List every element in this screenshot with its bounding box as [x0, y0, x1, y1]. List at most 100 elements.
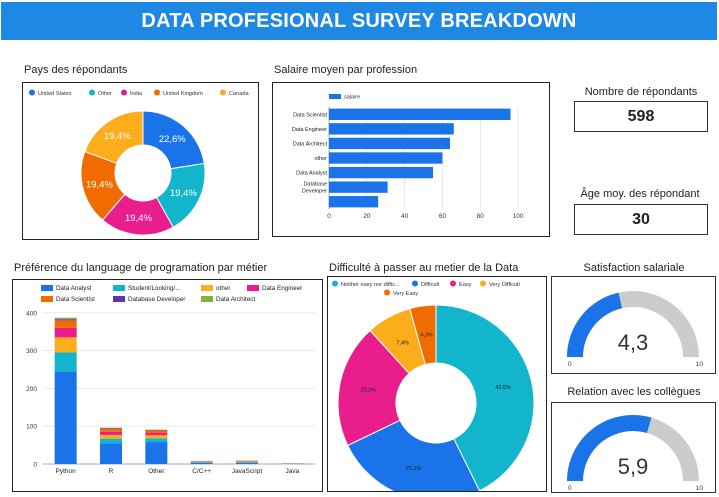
bar-blank: [329, 196, 378, 207]
difficulty-chart-title: Difficulté à passer au metier de la Data: [329, 262, 518, 274]
slice-value-label: 25,1%: [406, 466, 422, 472]
gauge-min-label: 0: [568, 485, 572, 492]
bar-segment-python-student-looking: [55, 352, 77, 371]
legend-swatch-united-kingdom: [154, 90, 160, 96]
y-tick-label: 100: [26, 424, 37, 431]
bar-segment-python-database-developer: [55, 319, 77, 320]
colleagues-gauge: 5,9 0 10: [552, 403, 715, 492]
y-tick-label: 300: [26, 348, 37, 355]
slice-value-label: 7,4%: [396, 340, 409, 346]
legend-swatch-united-states: [29, 90, 35, 96]
slice-value-label: 4,3%: [420, 332, 433, 338]
x-tick-label: 60: [439, 213, 447, 220]
legend-swatch-data-architect: [201, 296, 213, 302]
avg-age-label: Âge moy. des répondant: [570, 188, 710, 200]
bar-segment-javascript-other: [236, 461, 258, 462]
dashboard-title: DATA PROFESIONAL SURVEY BREAKDOWN: [1, 2, 717, 40]
x-tick-label: 40: [401, 213, 409, 220]
legend-swatch-database-developer: [113, 296, 125, 302]
language-chart-title: Préférence du language de programation p…: [14, 262, 267, 274]
bar-segment-python-data-analyst: [55, 371, 77, 464]
bar-other: [329, 152, 442, 163]
country-donut-chart: United States Other India United Kingdom Can…: [23, 83, 258, 239]
legend-label-india: India: [130, 91, 143, 97]
salary-chart-title: Salaire moyen par profession: [274, 64, 417, 76]
legend-swatch-very-difficult: [480, 281, 486, 287]
bar-segment-other-data-engineer: [145, 433, 167, 435]
legend-label-canada: Canada: [229, 91, 249, 97]
slice-value-label: 42,5%: [495, 385, 511, 391]
legend-swatch-other: [89, 90, 95, 96]
bar-segment-c-c-student-looking: [191, 462, 213, 463]
bar-segment-r-data-engineer: [100, 432, 122, 435]
category-label-java: Java: [285, 468, 299, 475]
legend-label-database-developer: Database Developer: [128, 296, 185, 303]
legend-label-neither-easy-nor-diffic: Neither easy nor diffic...: [341, 282, 400, 288]
bar-segment-other-data-analyst: [145, 442, 167, 464]
legend-swatch-difficult: [412, 281, 418, 287]
bar-segment-r-other: [100, 435, 122, 439]
gauge-track: [647, 418, 699, 481]
legend-swatch-data-engineer: [247, 285, 259, 291]
legend-swatch-data-analyst: [41, 285, 53, 291]
bar-segment-r-data-scientist: [100, 429, 122, 432]
legend-label-data-engineer: Data Engineer: [262, 285, 302, 292]
legend-label-data-architect: Data Architect: [216, 296, 255, 303]
x-tick-label: 20: [363, 213, 371, 220]
bar-segment-other-data-scientist: [145, 430, 167, 433]
salary-gauge-label: Satisfaction salariale: [558, 262, 710, 274]
category-label-data-engineer: Data Engineer: [292, 127, 327, 133]
legend-label-difficult: Difficult: [421, 282, 440, 288]
legend-swatch-canada: [220, 90, 226, 96]
slice-value-label: 19,4%: [104, 131, 131, 142]
category-label-other: Other: [148, 468, 165, 475]
category-label-r: R: [109, 468, 114, 475]
y-tick-label: 200: [26, 386, 37, 393]
legend-label-united-kingdom: United Kingdom: [163, 91, 203, 97]
slice-value-label: 19,4%: [86, 179, 113, 190]
x-tick-label: 0: [327, 213, 331, 220]
bar-segment-r-database-developer: [100, 428, 122, 429]
bar-segment-r-student-looking: [100, 439, 122, 444]
y-tick-label: 0: [33, 462, 37, 469]
legend-swatch-neither-easy-nor-diffic: [332, 281, 338, 287]
gauge-min-label: 0: [568, 361, 572, 368]
gauge-value: 5,9: [618, 454, 649, 479]
bar-segment-other-student-looking: [145, 438, 167, 442]
legend-label-other: Other: [98, 91, 112, 97]
legend-swatch-other: [201, 285, 213, 291]
bar-data-analyst: [329, 167, 433, 178]
legend-label-data-scientist: Data Scientist: [56, 296, 95, 303]
category-label-database-developer-line1: Database: [303, 181, 327, 187]
bar-segment-javascript-student-looking: [236, 462, 258, 463]
category-label-javascript: JavaScript: [232, 468, 263, 475]
legend-swatch-salaire: [329, 94, 341, 99]
bar-segment-c-c-data-analyst: [191, 463, 213, 464]
slice-value-label: 19,4%: [125, 213, 152, 224]
bar-data-engineer: [329, 123, 454, 134]
legend-label-easy: Easy: [459, 282, 472, 288]
gauge-max-label: 10: [696, 361, 704, 368]
bar-segment-python-data-scientist: [55, 320, 77, 328]
bar-segment-javascript-data-analyst: [236, 463, 258, 464]
legend-label-student-looking: Student/Looking/...: [128, 285, 181, 292]
legend-swatch-very-easy: [384, 290, 390, 296]
colleagues-gauge-label: Relation avec les collègues: [556, 386, 712, 398]
gauge-max-label: 10: [696, 485, 704, 492]
legend-swatch-student-looking: [113, 285, 125, 291]
x-tick-label: 100: [513, 213, 524, 220]
slice-value-label: 22,6%: [159, 134, 186, 145]
legend-label-united-states: United States: [38, 91, 72, 97]
respondents-label: Nombre de répondants: [574, 86, 708, 98]
bar-segment-other-other: [145, 435, 167, 438]
category-label-other: other: [314, 156, 327, 162]
legend-swatch-easy: [450, 281, 456, 287]
category-label-data-analyst: Data Analyst: [296, 171, 327, 177]
